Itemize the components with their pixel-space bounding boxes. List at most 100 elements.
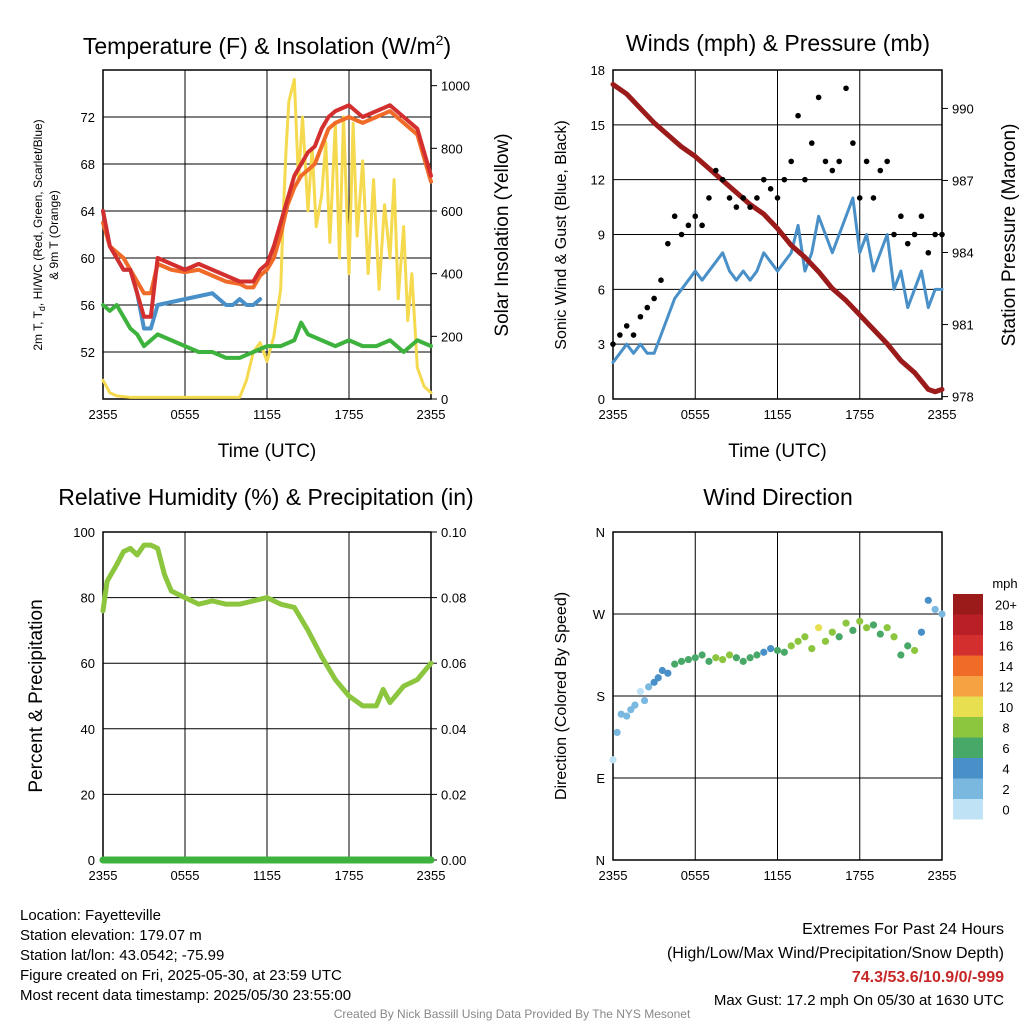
gust-point — [747, 204, 753, 210]
direction-point — [808, 645, 816, 653]
series-line — [101, 103, 433, 319]
y2-tick-label: 987 — [952, 173, 974, 188]
series-line — [611, 196, 944, 364]
x-tick-label: 1155 — [253, 868, 281, 883]
colorbar-swatch — [953, 778, 983, 799]
direction-point — [691, 654, 699, 662]
charts-canvas: Temperature (F) & Insolation (W/m2) Wind… — [26, 30, 1020, 883]
direction-point — [849, 626, 857, 635]
direction-point — [617, 710, 625, 718]
y2-tick-label: 990 — [952, 101, 974, 116]
recent-timestamp: Most recent data timestamp: 2025/05/30 2… — [20, 987, 352, 1004]
series-line — [101, 303, 433, 360]
colorbar-label: 16 — [999, 638, 1013, 653]
direction-point — [719, 655, 727, 664]
station-info: Location: Fayetteville Station elevation… — [20, 906, 351, 1006]
gust-point — [678, 231, 685, 238]
colorbar-title: mph — [992, 576, 1017, 591]
y2-tick-label: 978 — [952, 390, 974, 405]
direction-point — [705, 657, 713, 665]
y-axis-label: 2m T, Td, HI/WC (Red, Green, Scarlet/Blu… — [31, 119, 47, 350]
y-tick-label: 18 — [591, 63, 605, 78]
gust-point — [651, 295, 657, 302]
y2-tick-label: 600 — [441, 204, 463, 219]
colorbar-label: 4 — [1002, 761, 1009, 776]
direction-point — [931, 605, 939, 614]
direction-point — [767, 645, 775, 653]
x-tick-label: 0555 — [171, 407, 200, 422]
direction-point — [645, 683, 653, 691]
y2-tick-label: 984 — [952, 246, 974, 261]
x-tick-label: 1755 — [335, 868, 364, 883]
direction-point — [856, 617, 864, 625]
y-axis-label: Direction (Colored By Speed) — [553, 592, 570, 800]
y2-tick-label: 1000 — [441, 79, 470, 94]
y-tick-label: 6 — [598, 282, 605, 297]
gust-point — [665, 240, 671, 247]
direction-point — [883, 624, 891, 632]
y-tick-label: N — [596, 853, 605, 868]
gust-point — [692, 213, 699, 220]
y-axis-label-line2: & 9m T (Orange) — [47, 190, 61, 280]
gust-point — [815, 94, 822, 101]
gust-point — [726, 195, 733, 201]
direction-point — [897, 651, 905, 659]
direction-point — [613, 728, 621, 737]
gust-point — [610, 341, 616, 347]
y2-tick-label: 400 — [441, 267, 463, 282]
y-tick-label: 9 — [598, 228, 605, 243]
y2-tick-label: 0 — [441, 392, 448, 407]
y-tick-label: 3 — [598, 337, 605, 352]
credit-line: Created By Nick Bassill Using Data Provi… — [333, 1007, 691, 1021]
y-tick-label: 20 — [81, 787, 95, 802]
plot-frame — [102, 69, 432, 400]
max-gust: Max Gust: 17.2 mph On 05/30 at 1630 UTC — [713, 992, 1004, 1009]
direction-point — [671, 660, 679, 668]
direction-point — [801, 633, 809, 641]
x-tick-label: 1155 — [764, 868, 792, 883]
y-axis-label: Percent & Precipitation — [26, 599, 47, 792]
x-tick-label: 0555 — [171, 868, 200, 883]
y-tick-label: 52 — [81, 345, 95, 360]
y-tick-label: 60 — [81, 656, 95, 671]
direction-point — [732, 654, 740, 662]
x-tick-label: 2355 — [89, 407, 118, 422]
station-elevation: Station elevation: 179.07 m — [20, 927, 202, 944]
colorbar-label: 8 — [1002, 720, 1009, 735]
y-tick-label: E — [596, 771, 605, 786]
x-axis-label: Time (UTC) — [728, 441, 827, 462]
gust-point — [863, 158, 870, 165]
y2-tick-label: 0.02 — [441, 787, 466, 802]
y-tick-label: 100 — [73, 525, 95, 540]
gust-point — [671, 213, 678, 220]
y-tick-label: 60 — [81, 251, 95, 266]
colorbar-label: 2 — [1002, 782, 1009, 797]
y-tick-label: 64 — [81, 204, 95, 219]
direction-point — [664, 669, 672, 677]
extremes-subtitle: (High/Low/Max Wind/Precipitation/Snow De… — [666, 945, 1004, 962]
y2-axis-label: Solar Insolation (Yellow) — [492, 133, 513, 336]
colorbar-label: 6 — [1002, 741, 1009, 756]
gust-point — [788, 158, 795, 165]
y-tick-label: 15 — [591, 118, 605, 133]
gust-point — [767, 186, 774, 192]
gust-point — [925, 249, 932, 256]
gust-point — [836, 158, 842, 165]
extremes-box: Extremes For Past 24 Hours (High/Low/Max… — [667, 918, 1004, 1012]
y2-tick-label: 0.00 — [441, 853, 466, 868]
gust-point — [891, 231, 897, 238]
gust-point — [918, 213, 925, 220]
x-tick-label: 1755 — [845, 407, 874, 422]
y-tick-label: W — [593, 607, 606, 622]
colorbar-swatch — [953, 717, 983, 738]
y2-tick-label: 0.10 — [441, 525, 466, 540]
gust-point — [877, 167, 884, 174]
direction-point — [698, 651, 706, 659]
y2-tick-label: 200 — [441, 329, 463, 344]
direction-point — [780, 648, 788, 656]
direction-point — [904, 642, 912, 650]
x-tick-label: 1155 — [764, 407, 792, 422]
x-axis-label: Time (UTC) — [218, 441, 317, 462]
direction-point — [623, 712, 631, 720]
